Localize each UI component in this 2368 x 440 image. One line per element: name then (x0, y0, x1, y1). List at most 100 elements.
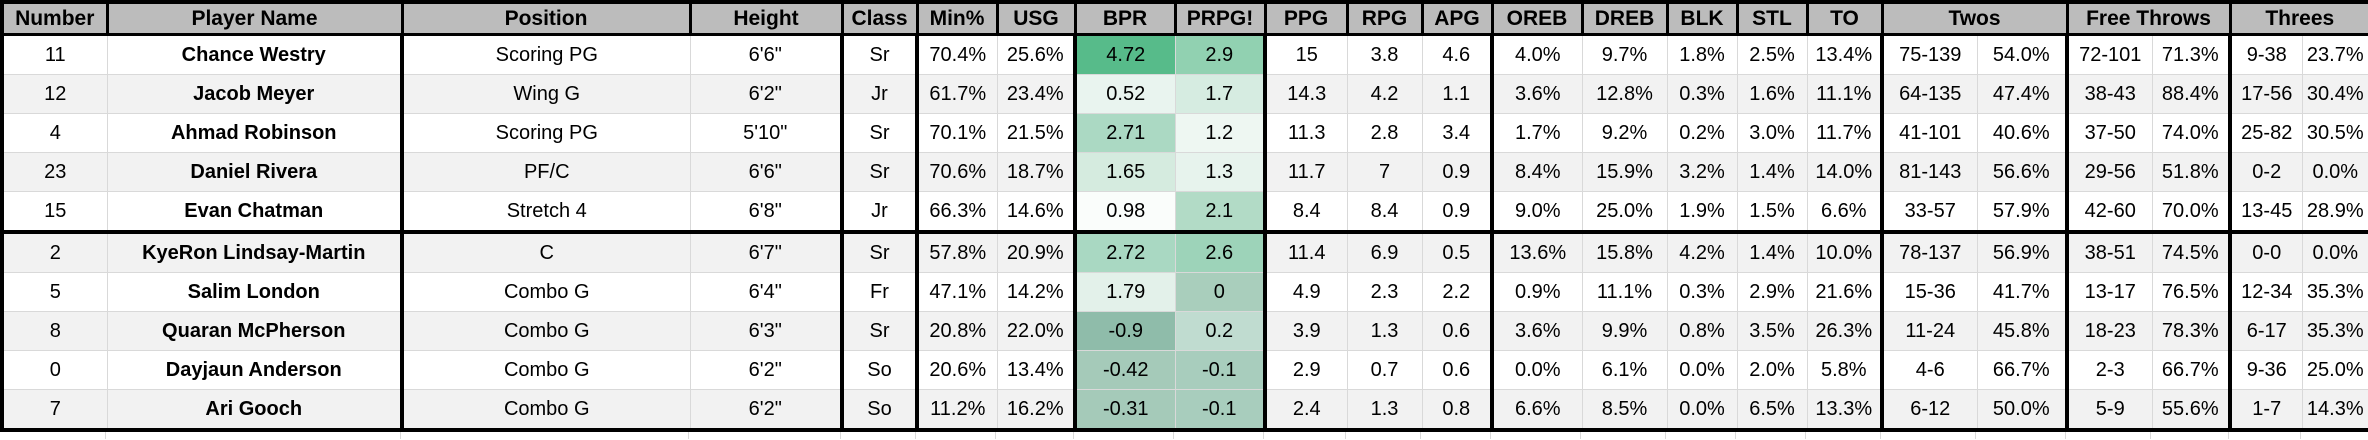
cell-threes-pct[interactable]: 30.5% (2302, 113, 2368, 153)
cell-twos-pct[interactable]: 54.0% (1977, 34, 2068, 75)
cell-twos-pct[interactable]: 66.7% (1977, 350, 2068, 390)
header-usg[interactable]: USG (995, 0, 1077, 36)
cell-apg[interactable]: 1.1 (1422, 74, 1493, 114)
cell-threes-pct[interactable]: 23.7% (2302, 34, 2368, 75)
header-number[interactable]: Number (0, 0, 109, 36)
cell-twos-pct[interactable]: 56.6% (1977, 152, 2068, 192)
cell-oreb[interactable]: 3.6% (1490, 311, 1583, 351)
cell-ft-pct[interactable]: 78.3% (2152, 311, 2231, 351)
cell-ppg[interactable]: 14.3 (1263, 74, 1348, 114)
cell-prpg[interactable]: -0.1 (1175, 389, 1266, 431)
cell-twos-made[interactable]: 81-143 (1880, 152, 1978, 192)
cell-prpg[interactable]: 2.1 (1175, 191, 1266, 233)
cell-position[interactable]: Scoring PG (400, 113, 691, 153)
cell-rpg[interactable]: 2.3 (1347, 272, 1423, 312)
cell-min-pct[interactable]: 11.2% (915, 389, 998, 431)
header-ppg[interactable]: PPG (1263, 0, 1349, 36)
cell-ppg[interactable]: 8.4 (1263, 191, 1348, 233)
cell-player-name[interactable]: Jacob Meyer (107, 74, 403, 114)
cell-twos-pct[interactable]: 41.7% (1977, 272, 2068, 312)
cell-twos-made[interactable]: 78-137 (1880, 230, 1978, 273)
cell-blk[interactable]: 0.0% (1667, 389, 1738, 431)
cell-bpr[interactable]: 2.72 (1073, 230, 1176, 273)
cell-dreb[interactable]: 9.9% (1582, 311, 1668, 351)
cell-dreb[interactable]: 9.2% (1582, 113, 1668, 153)
cell-stl[interactable]: 1.4% (1737, 152, 1808, 192)
cell-ft-made[interactable]: 18-23 (2065, 311, 2153, 351)
cell-stl[interactable]: 2.5% (1737, 34, 1808, 75)
cell-to[interactable]: 21.6% (1807, 272, 1883, 312)
cell-twos-pct[interactable]: 57.9% (1977, 191, 2068, 233)
cell-threes-pct[interactable]: 35.3% (2302, 311, 2368, 351)
cell-threes-pct[interactable]: 28.9% (2302, 191, 2368, 233)
cell-dreb[interactable]: 15.8% (1582, 230, 1668, 273)
cell-rpg[interactable]: 6.9 (1347, 230, 1423, 273)
cell-oreb[interactable]: 1.7% (1490, 113, 1583, 153)
cell-dreb[interactable]: 11.1% (1582, 272, 1668, 312)
cell-twos-made[interactable]: 33-57 (1880, 191, 1978, 233)
cell-blk[interactable]: 0.3% (1667, 74, 1738, 114)
cell-threes-pct[interactable]: 14.3% (2302, 389, 2368, 431)
header-min-pct[interactable]: Min% (915, 0, 999, 36)
cell-apg[interactable]: 4.6 (1422, 34, 1493, 75)
cell-oreb[interactable]: 8.4% (1490, 152, 1583, 192)
cell-prpg[interactable]: 1.3 (1175, 152, 1266, 192)
cell-ft-pct[interactable]: 74.5% (2152, 230, 2231, 273)
cell-apg[interactable]: 0.5 (1422, 230, 1493, 273)
cell-threes-made[interactable]: 6-17 (2228, 311, 2303, 351)
cell-min-pct[interactable]: 70.6% (915, 152, 998, 192)
cell-dreb[interactable]: 15.9% (1582, 152, 1668, 192)
cell-class[interactable]: Jr (840, 191, 918, 233)
cell-blk[interactable]: 0.8% (1667, 311, 1738, 351)
cell-player-name[interactable]: Daniel Rivera (107, 152, 403, 192)
cell-twos-pct[interactable]: 56.9% (1977, 230, 2068, 273)
cell-usg[interactable]: 21.5% (997, 113, 1076, 153)
cell-threes-pct[interactable]: 25.0% (2302, 350, 2368, 390)
cell-threes-made[interactable]: 13-45 (2228, 191, 2303, 233)
cell-rpg[interactable]: 0.7 (1347, 350, 1423, 390)
cell-ft-pct[interactable]: 88.4% (2152, 74, 2231, 114)
cell-rpg[interactable]: 8.4 (1347, 191, 1423, 233)
cell-twos-made[interactable]: 15-36 (1880, 272, 1978, 312)
cell-dreb[interactable]: 8.5% (1582, 389, 1668, 431)
header-stl[interactable]: STL (1735, 0, 1809, 36)
cell-to[interactable]: 26.3% (1807, 311, 1883, 351)
cell-twos-pct[interactable]: 50.0% (1977, 389, 2068, 431)
cell-ft-pct[interactable]: 55.6% (2152, 389, 2231, 431)
cell-threes-made[interactable]: 9-38 (2228, 34, 2303, 75)
cell-height[interactable]: 6'2" (690, 350, 843, 390)
cell-usg[interactable]: 22.0% (997, 311, 1076, 351)
cell-rpg[interactable]: 1.3 (1347, 311, 1423, 351)
header-to[interactable]: TO (1805, 0, 1884, 36)
cell-stl[interactable]: 2.0% (1737, 350, 1808, 390)
cell-ppg[interactable]: 3.9 (1263, 311, 1348, 351)
cell-min-pct[interactable]: 70.1% (915, 113, 998, 153)
cell-bpr[interactable]: 2.71 (1073, 113, 1176, 153)
cell-ft-made[interactable]: 38-51 (2065, 230, 2153, 273)
cell-usg[interactable]: 14.6% (997, 191, 1076, 233)
cell-ft-made[interactable]: 2-3 (2065, 350, 2153, 390)
cell-threes-pct[interactable]: 0.0% (2302, 230, 2368, 273)
cell-bpr[interactable]: 1.65 (1073, 152, 1176, 192)
cell-height[interactable]: 6'8" (690, 191, 843, 233)
cell-dreb[interactable]: 9.7% (1582, 34, 1668, 75)
cell-stl[interactable]: 3.5% (1737, 311, 1808, 351)
cell-ft-pct[interactable]: 66.7% (2152, 350, 2231, 390)
cell-ft-pct[interactable]: 71.3% (2152, 34, 2231, 75)
cell-oreb[interactable]: 0.9% (1490, 272, 1583, 312)
cell-apg[interactable]: 0.9 (1422, 152, 1493, 192)
cell-ft-made[interactable]: 38-43 (2065, 74, 2153, 114)
cell-min-pct[interactable]: 66.3% (915, 191, 998, 233)
cell-class[interactable]: Sr (840, 34, 918, 75)
cell-bpr[interactable]: 0.52 (1073, 74, 1176, 114)
cell-min-pct[interactable]: 70.4% (915, 34, 998, 75)
cell-threes-pct[interactable]: 30.4% (2302, 74, 2368, 114)
cell-stl[interactable]: 1.5% (1737, 191, 1808, 233)
cell-ft-pct[interactable]: 74.0% (2152, 113, 2231, 153)
cell-ppg[interactable]: 2.9 (1263, 350, 1348, 390)
cell-to[interactable]: 14.0% (1807, 152, 1883, 192)
cell-height[interactable]: 6'6" (690, 152, 843, 192)
cell-number[interactable]: 0 (2, 350, 108, 390)
cell-rpg[interactable]: 3.8 (1347, 34, 1423, 75)
cell-threes-made[interactable]: 17-56 (2228, 74, 2303, 114)
